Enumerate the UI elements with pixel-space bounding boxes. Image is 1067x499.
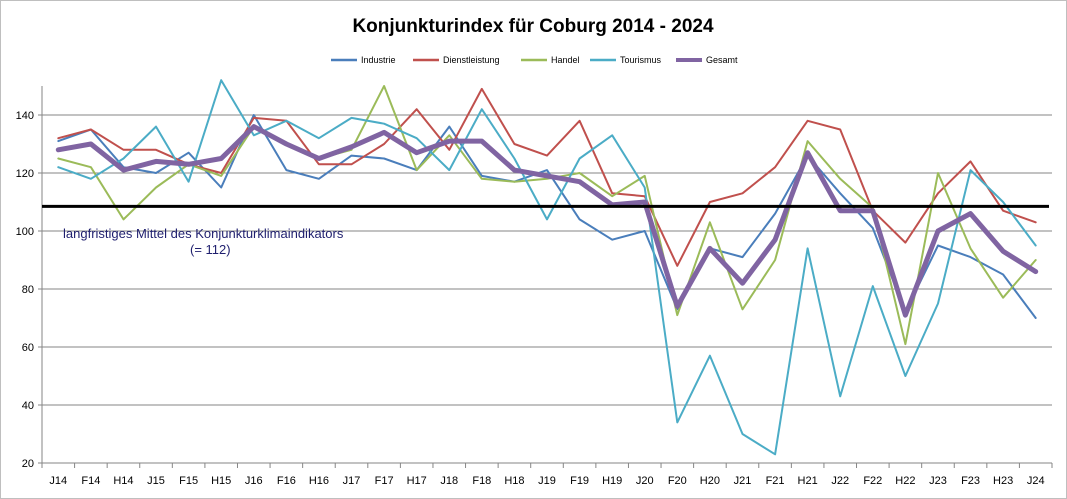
x-tick-label: J18 — [440, 475, 458, 487]
x-tick-label: J19 — [538, 475, 556, 487]
x-tick-label: J21 — [734, 475, 752, 487]
x-tick-label: H20 — [700, 475, 720, 487]
x-tick-label: H15 — [211, 475, 231, 487]
x-tick-label: F21 — [766, 475, 785, 487]
x-tick-label: F17 — [375, 475, 394, 487]
series-line-tourismus — [57, 79, 1037, 456]
x-tick-label: J14 — [49, 475, 67, 487]
y-tick-label: 100 — [16, 226, 34, 238]
y-tick-label: 20 — [22, 458, 34, 470]
y-tick-label: 120 — [16, 168, 34, 180]
x-tick-label: H18 — [504, 475, 524, 487]
chart-title: Konjunkturindex für Coburg 2014 - 2024 — [352, 16, 713, 37]
x-tick-label: J22 — [831, 475, 849, 487]
x-tick-label: F19 — [570, 475, 589, 487]
x-tick-label: F18 — [472, 475, 491, 487]
x-tick-label: J24 — [1027, 475, 1045, 487]
series-line-handel — [57, 85, 1037, 346]
x-tick-label: F23 — [961, 475, 980, 487]
y-tick-label: 80 — [22, 284, 34, 296]
x-tick-label: F22 — [863, 475, 882, 487]
y-tick-label: 140 — [16, 110, 34, 122]
x-tick-label: F14 — [81, 475, 100, 487]
x-tick-label: F15 — [179, 475, 198, 487]
legend-label-dienstleistung: Dienstleistung — [443, 55, 500, 65]
x-tick-label: H22 — [895, 475, 915, 487]
legend-label-industrie: Industrie — [361, 55, 396, 65]
legend-label-tourismus: Tourismus — [620, 55, 662, 65]
x-tick-label: J20 — [636, 475, 654, 487]
y-tick-label: 60 — [22, 342, 34, 354]
x-tick-label: H21 — [798, 475, 818, 487]
x-tick-label: J16 — [245, 475, 263, 487]
reference-label-line1: langfristiges Mittel des Konjunkturklima… — [63, 226, 344, 241]
legend-label-handel: Handel — [551, 55, 580, 65]
x-tick-label: J15 — [147, 475, 165, 487]
x-tick-label: H17 — [407, 475, 427, 487]
x-tick-label: H16 — [309, 475, 329, 487]
x-tick-label: H19 — [602, 475, 622, 487]
series-line-industrie — [57, 114, 1037, 319]
x-tick-label: J17 — [343, 475, 361, 487]
x-tick-label: F20 — [668, 475, 687, 487]
x-tick-label: F16 — [277, 475, 296, 487]
x-tick-label: H14 — [113, 475, 133, 487]
reference-label-line2: (= 112) — [190, 242, 231, 257]
y-tick-label: 40 — [22, 400, 34, 412]
x-tick-label: J23 — [929, 475, 947, 487]
series-line-gesamt — [55, 124, 1039, 318]
legend-label-gesamt: Gesamt — [706, 55, 738, 65]
x-tick-label: H23 — [993, 475, 1013, 487]
